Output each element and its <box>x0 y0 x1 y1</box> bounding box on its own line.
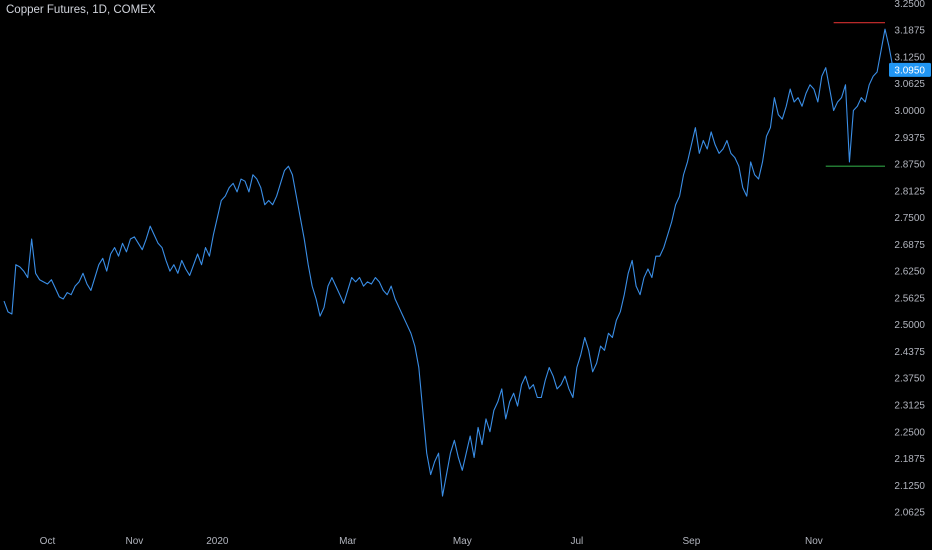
price-series <box>3 28 898 497</box>
price-tick-label: 2.1250 <box>894 481 925 492</box>
price-tick-label: 2.4375 <box>894 347 925 358</box>
time-tick-label: Nov <box>125 536 143 547</box>
price-tick-label: 3.1250 <box>894 52 925 63</box>
price-tick-label: 3.0625 <box>894 79 925 90</box>
time-tick-label: Mar <box>339 536 357 547</box>
last-price-marker: 3.0950 <box>889 62 931 77</box>
price-tick-label: 2.9375 <box>894 133 925 144</box>
price-axis[interactable]: 3.2500 3.1875 3.1250 3.0625 3.0000 2.9375 2.87… <box>894 0 925 519</box>
price-tick-label: 2.1875 <box>894 454 925 465</box>
price-line <box>3 28 898 497</box>
price-tick-label: 2.3750 <box>894 374 925 385</box>
price-tick-label: 2.6250 <box>894 267 925 278</box>
time-tick-label: 2020 <box>206 536 229 547</box>
last-price-label: 3.0950 <box>894 65 925 76</box>
price-tick-label: 2.7500 <box>894 213 925 224</box>
price-tick-label: 2.3125 <box>894 400 925 411</box>
time-tick-label: Oct <box>40 536 56 547</box>
horizontal-levels <box>825 22 885 167</box>
time-tick-label: Nov <box>805 536 823 547</box>
time-tick-label: Sep <box>683 536 701 547</box>
time-axis[interactable]: Oct Nov 2020 Mar May Jul Sep Nov <box>40 536 823 547</box>
time-tick-label: May <box>453 536 472 547</box>
price-tick-label: 2.8750 <box>894 160 925 171</box>
price-tick-label: 2.6875 <box>894 240 925 251</box>
price-tick-label: 2.8125 <box>894 186 925 197</box>
price-tick-label: 2.5625 <box>894 293 925 304</box>
time-tick-label: Jul <box>570 536 583 547</box>
price-tick-label: 3.2500 <box>894 0 925 10</box>
price-tick-label: 3.1875 <box>894 26 925 37</box>
chart-title: Copper Futures, 1D, COMEX <box>6 4 156 16</box>
price-tick-label: 3.0000 <box>894 106 925 117</box>
price-tick-label: 2.0625 <box>894 508 925 519</box>
price-tick-label: 2.2500 <box>894 427 925 438</box>
price-tick-label: 2.5000 <box>894 320 925 331</box>
last-price-badge <box>889 62 931 77</box>
